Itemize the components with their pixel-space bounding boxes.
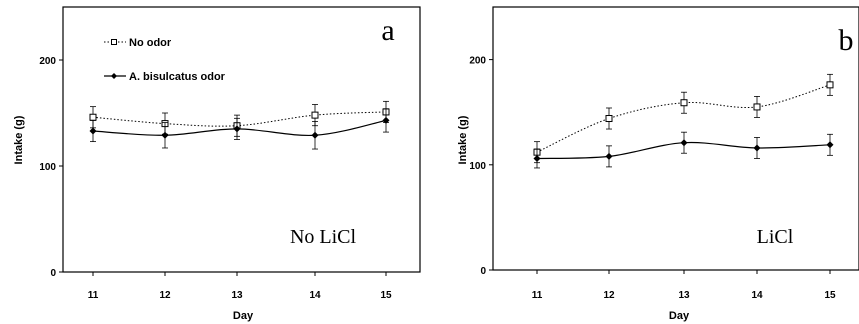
y-tick-label: 100	[469, 161, 486, 172]
panel-a-condition-label: No LiCl	[290, 226, 357, 248]
y-tick-label: 0	[50, 268, 56, 279]
legend-label-odor: A. bisulcatus odor	[129, 71, 226, 83]
data-point-no-odor	[89, 113, 97, 121]
panel-b-letter: b	[839, 24, 854, 57]
x-tick-label: 15	[380, 290, 392, 301]
legend-marker-odor	[111, 73, 117, 79]
data-point-no-odor	[311, 111, 319, 119]
x-tick-label: 14	[751, 290, 763, 301]
panel-b-x-axis-title: Day	[669, 310, 690, 322]
data-point-no-odor	[680, 99, 688, 107]
data-point-no-odor	[753, 103, 761, 111]
panel-b-frame	[492, 6, 859, 271]
data-point-odor	[311, 131, 319, 139]
x-tick-label: 11	[532, 290, 543, 301]
x-tick-label: 13	[678, 290, 690, 301]
y-tick-label: 0	[480, 266, 486, 277]
panel-a-y-axis-title: Intake (g)	[13, 115, 25, 164]
panel-a-plot: 0 100 200 11 12 13 14 15	[39, 56, 392, 301]
y-tick-label: 100	[39, 162, 56, 173]
panel-b: Intake (g) Day b LiCl 0 100 200 11 12 13 14 15	[457, 6, 859, 322]
data-point-odor	[753, 144, 761, 152]
data-point-no-odor	[826, 81, 834, 89]
x-tick-label: 12	[603, 290, 615, 301]
data-point-odor	[826, 141, 834, 149]
data-point-no-odor	[605, 115, 613, 123]
panel-a-letter: a	[381, 14, 394, 47]
data-point-odor	[89, 127, 97, 135]
data-point-odor	[233, 125, 241, 133]
legend-marker-no-odor	[111, 39, 117, 45]
x-tick-label: 13	[231, 290, 243, 301]
x-tick-label: 15	[824, 290, 836, 301]
panel-b-y-axis-title: Intake (g)	[457, 115, 469, 164]
y-tick-label: 200	[39, 56, 56, 67]
data-point-odor	[382, 116, 390, 124]
legend-label-no-odor: No odor	[129, 37, 172, 49]
panel-b-plot: 0 100 200 11 12 13 14 15	[469, 56, 836, 301]
panel-a-frame	[62, 6, 421, 273]
x-tick-label: 14	[309, 290, 321, 301]
y-tick-label: 200	[469, 56, 486, 67]
data-point-odor	[680, 139, 688, 147]
series-line-no-odor	[536, 84, 831, 153]
x-tick-label: 11	[88, 290, 99, 301]
panel-a: Intake (g) Day a No LiCl No odor A. bisu…	[13, 6, 421, 322]
data-point-odor	[161, 131, 169, 139]
x-tick-label: 12	[159, 290, 171, 301]
panel-a-x-axis-title: Day	[233, 310, 254, 322]
data-point-odor	[605, 152, 613, 160]
data-point-odor	[533, 154, 541, 162]
panel-a-legend: No odor A. bisulcatus odor	[104, 37, 226, 83]
panel-b-condition-label: LiCl	[757, 226, 794, 248]
